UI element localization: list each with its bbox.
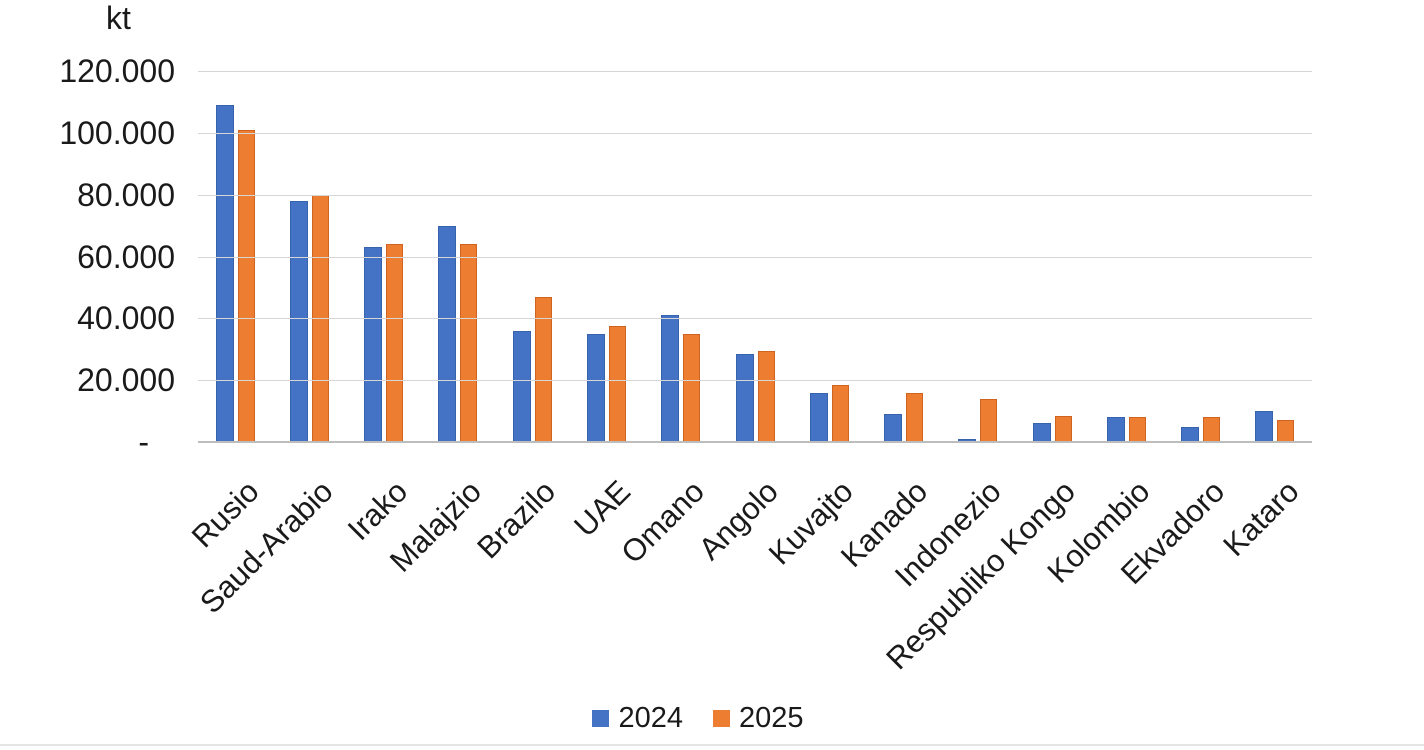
gridline — [198, 132, 1312, 134]
bar-2025-kataro — [1277, 420, 1295, 442]
x-axis-line — [198, 441, 1312, 443]
gridline — [198, 71, 1312, 72]
bar-2024-omano — [661, 315, 680, 442]
y-tick-label: 20.000 — [77, 362, 175, 399]
bar-2024-uae — [586, 333, 605, 442]
bar-2024-irako — [364, 247, 383, 442]
bar-2025-kanado — [906, 392, 924, 442]
x-axis-label: Brazilo — [470, 473, 563, 566]
y-tick-label: 80.000 — [77, 176, 175, 213]
bar-2025-angolo — [757, 350, 775, 442]
bar-2025-indonezio — [980, 398, 998, 442]
legend-label: 2025 — [739, 702, 804, 734]
bar-2025-rusio — [237, 129, 255, 442]
x-axis-label: Omano — [614, 473, 712, 571]
bar-2024-saud-arabio — [289, 200, 308, 442]
bar-2024-kataro — [1255, 411, 1274, 442]
bar-2025-omano — [683, 333, 701, 442]
y-tick-label: 60.000 — [77, 238, 175, 275]
gridline — [198, 194, 1312, 196]
y-tick-label: 100.000 — [59, 114, 175, 151]
chart-legend: 2024 2025 — [0, 704, 1410, 733]
bar-2024-malajzio — [438, 225, 457, 442]
bar-2025-kolombio — [1128, 417, 1146, 442]
bar-2025-irako — [386, 244, 404, 442]
x-axis-label: Kataro — [1215, 473, 1306, 563]
bar-2024-kanado — [884, 414, 903, 442]
gridline — [198, 318, 1312, 320]
bar-2024-ekvadoro — [1181, 426, 1200, 442]
gridline — [198, 256, 1312, 258]
bar-2025-uae — [608, 326, 626, 442]
bar-2024-kolombio — [1106, 417, 1125, 442]
legend-label: 2024 — [618, 702, 683, 734]
bar-2024-angolo — [735, 353, 754, 442]
bar-2024-respubliko-kongo — [1032, 423, 1051, 442]
bar-2025-respubliko-kongo — [1054, 415, 1072, 442]
bottom-divider-line — [0, 744, 1424, 746]
y-axis-unit-label: kt — [106, 0, 131, 36]
bar-2025-malajzio — [460, 244, 478, 442]
gridline — [198, 380, 1312, 382]
bar-2024-rusio — [215, 105, 234, 442]
bar-2024-brazilo — [512, 330, 531, 442]
bar-2024-kuvajto — [809, 392, 828, 442]
legend-swatch-icon — [713, 710, 730, 727]
legend-item-2025: 2025 — [713, 704, 804, 733]
legend-swatch-icon — [592, 710, 610, 727]
legend-item-2024: 2024 — [592, 704, 683, 733]
y-tick-label: 120.000 — [59, 53, 175, 89]
y-tick-label: - — [138, 424, 149, 460]
bar-2025-kuvajto — [831, 384, 849, 442]
y-tick-label: 40.000 — [77, 300, 175, 337]
bar-2025-ekvadoro — [1203, 417, 1221, 442]
